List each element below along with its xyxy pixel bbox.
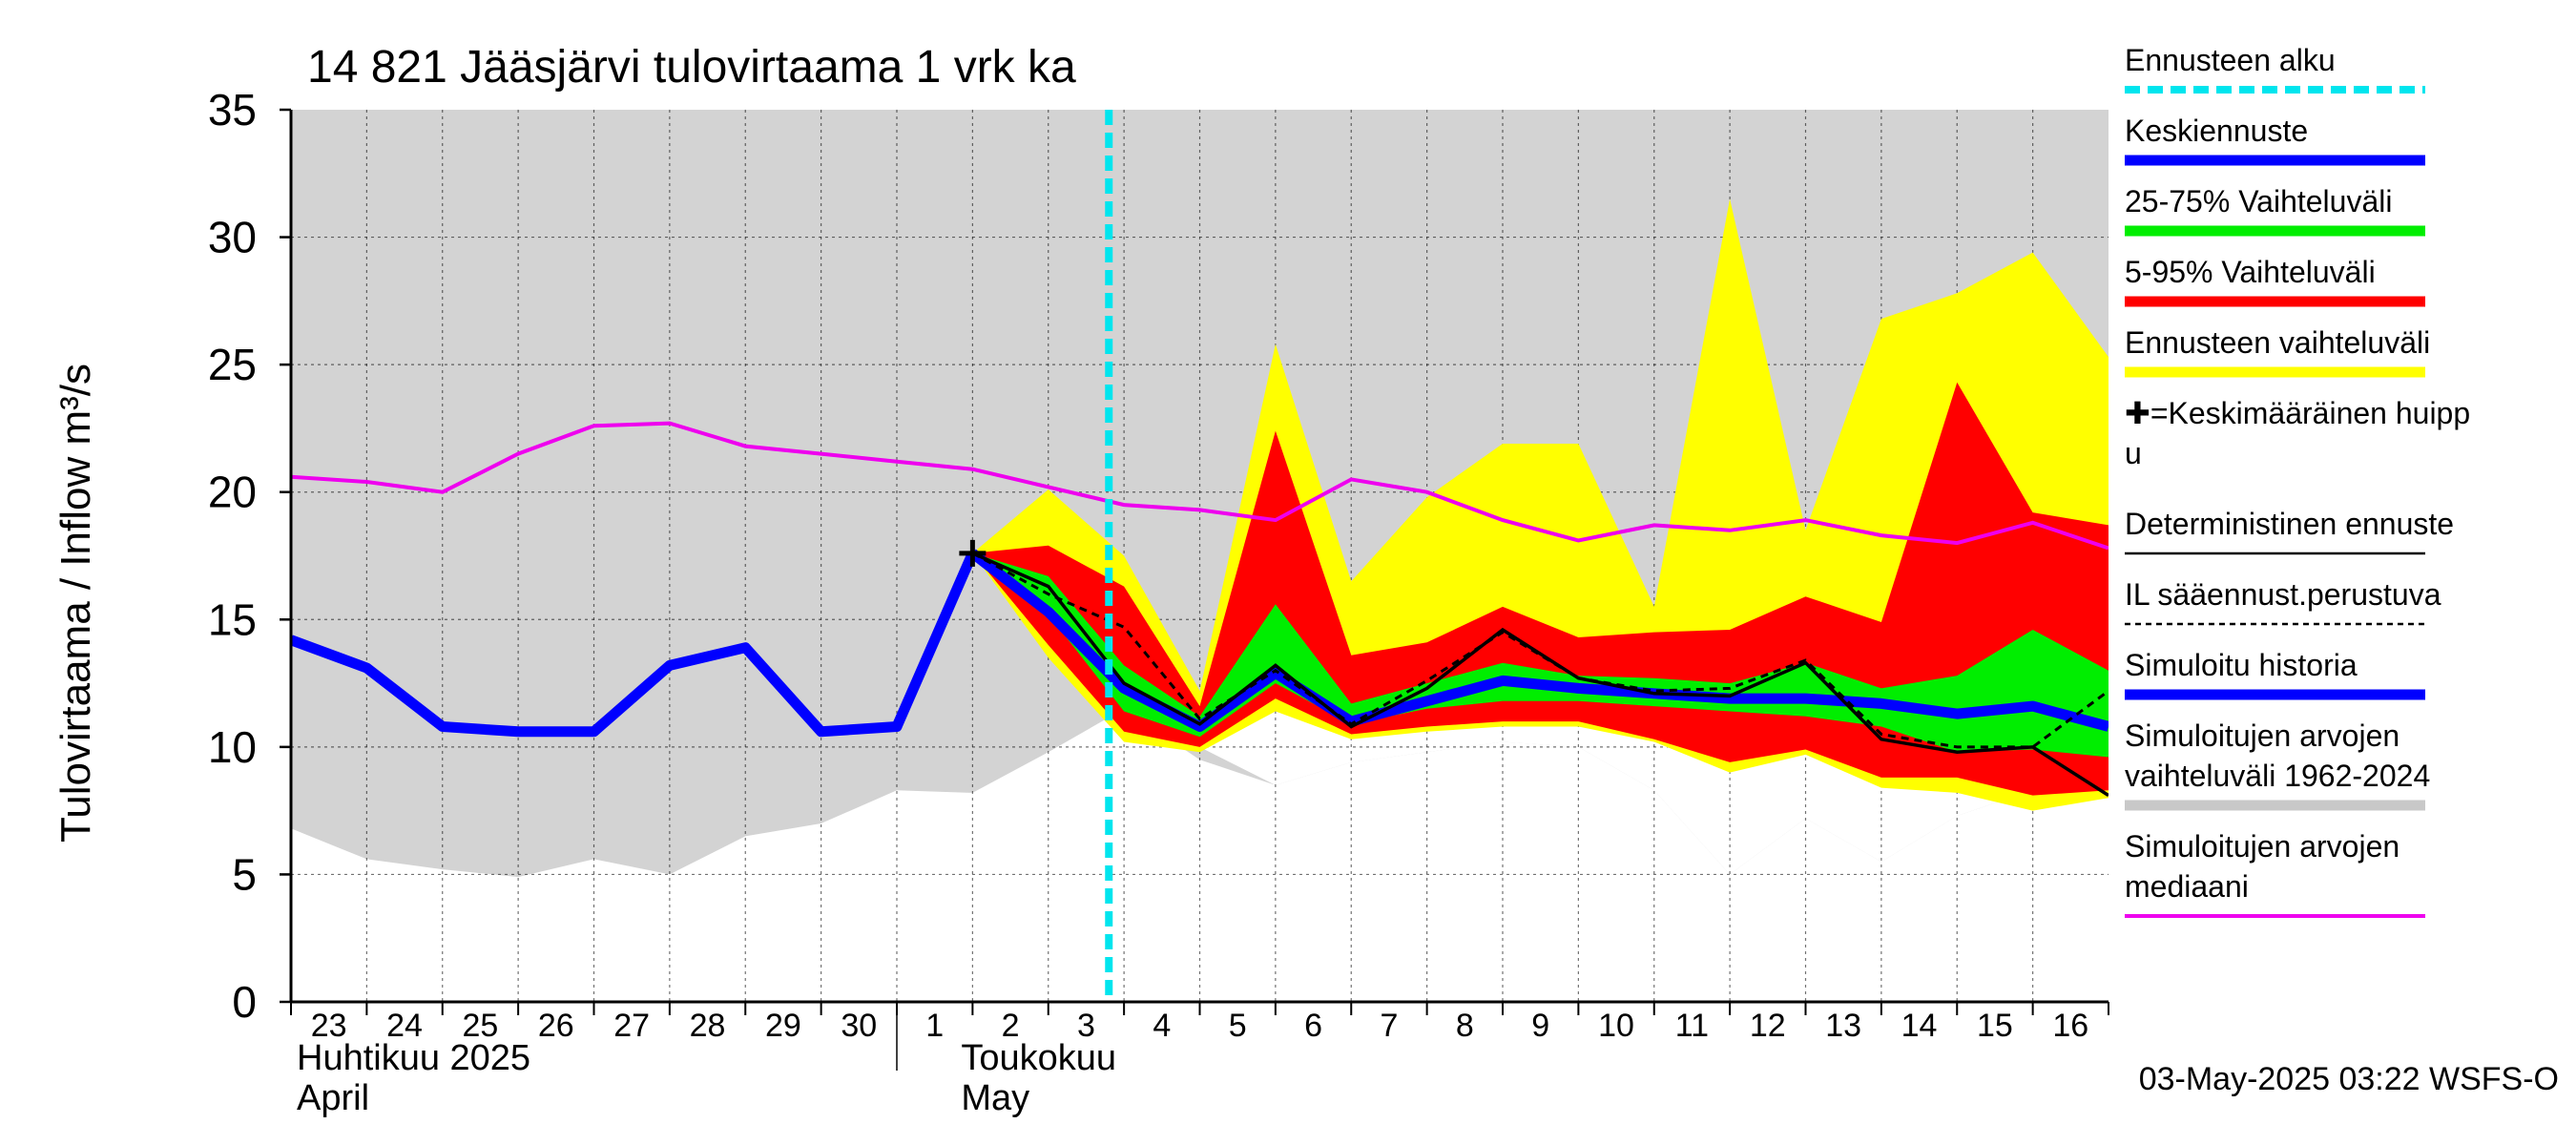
legend: Ennusteen alku Keskiennuste 25-75% Vaihtel… [2125, 43, 2470, 918]
legend-label: Keskiennuste [2125, 114, 2308, 148]
y-tick-label: 20 [208, 468, 257, 517]
legend-label: Ennusteen alku [2125, 43, 2336, 77]
legend-label: Simuloitu historia [2125, 648, 2358, 682]
y-tick-label: 15 [208, 594, 257, 644]
legend-label: 25-75% Vaihteluväli [2125, 184, 2392, 219]
x-tick-label: 3 [1077, 1008, 1095, 1044]
p25-75-range-area [972, 552, 2109, 758]
y-axis-label: Tulovirtaama / Inflow m³/s [52, 364, 99, 843]
x-tick-label: 5 [1229, 1008, 1247, 1044]
plot-layers [291, 110, 2109, 1002]
simulated-history-line [291, 551, 978, 738]
x-tick-label: 6 [1304, 1008, 1322, 1044]
legend-label: Ennusteen vaihteluväli [2125, 325, 2430, 360]
x-tick-label: 25 [463, 1008, 499, 1044]
x-tick-label: 7 [1380, 1008, 1398, 1044]
il-forecast-line [971, 552, 2109, 749]
legend-label-line2: mediaani [2125, 869, 2249, 904]
legend-label: Simuloitujen arvojen [2125, 829, 2399, 864]
legend-label: Simuloitujen arvojen [2125, 718, 2399, 753]
x-tick-label: 4 [1153, 1008, 1171, 1044]
x-tick-label: 16 [2052, 1008, 2088, 1044]
month-label: Huhtikuu 2025 [297, 1038, 530, 1078]
mean-forecast-line [969, 549, 2109, 732]
legend-label-line2: vaihteluväli 1962-2024 [2125, 759, 2430, 793]
y-tick-label: 25 [208, 340, 257, 389]
y-tick-label: 35 [208, 85, 257, 135]
legend-label: Deterministinen ennuste [2125, 507, 2454, 541]
month-label-english: May [961, 1078, 1029, 1118]
x-tick-label: 29 [765, 1008, 801, 1044]
y-tick-label: 5 [232, 849, 257, 899]
footer-timestamp: 03-May-2025 03:22 WSFS-O [2139, 1061, 2559, 1097]
x-tick-label: 8 [1456, 1008, 1474, 1044]
y-tick-label: 10 [208, 722, 257, 772]
x-tick-label: 30 [841, 1008, 877, 1044]
month-label-english: April [297, 1078, 369, 1118]
legend-label: ✚=Keskimääräinen huipp [2125, 396, 2470, 430]
legend-label: 5-95% Vaihteluväli [2125, 255, 2376, 289]
x-tick-label: 27 [613, 1008, 650, 1044]
y-tick-label: 0 [232, 977, 257, 1027]
x-tick-label: 11 [1675, 1008, 1709, 1044]
y-tick-label: 30 [208, 213, 257, 262]
x-tick-label: 23 [311, 1008, 347, 1044]
month-label: Toukokuu [961, 1038, 1116, 1078]
x-tick-label: 1 [925, 1008, 944, 1044]
x-tick-label: 24 [386, 1008, 423, 1044]
median-line [291, 421, 2109, 551]
deterministic-forecast-line [971, 552, 2109, 798]
x-tick-label: 14 [1901, 1008, 1938, 1044]
x-tick-label: 2 [1002, 1008, 1020, 1044]
legend-label: IL sääennust.perustuva [2125, 577, 2441, 612]
x-tick-label: 28 [690, 1008, 726, 1044]
mean-peak-marker [959, 539, 987, 567]
x-tick-label: 15 [1977, 1008, 2013, 1044]
plot-area [291, 110, 2109, 1002]
x-tick-label: 26 [538, 1008, 574, 1044]
x-tick-label: 12 [1750, 1008, 1786, 1044]
x-tick-label: 13 [1825, 1008, 1861, 1044]
chart-title: 14 821 Jääsjärvi tulovirtaama 1 vrk ka [307, 42, 1076, 93]
x-tick-label: 10 [1598, 1008, 1634, 1044]
x-tick-label: 9 [1531, 1008, 1549, 1044]
legend-label-line2: u [2125, 436, 2142, 470]
